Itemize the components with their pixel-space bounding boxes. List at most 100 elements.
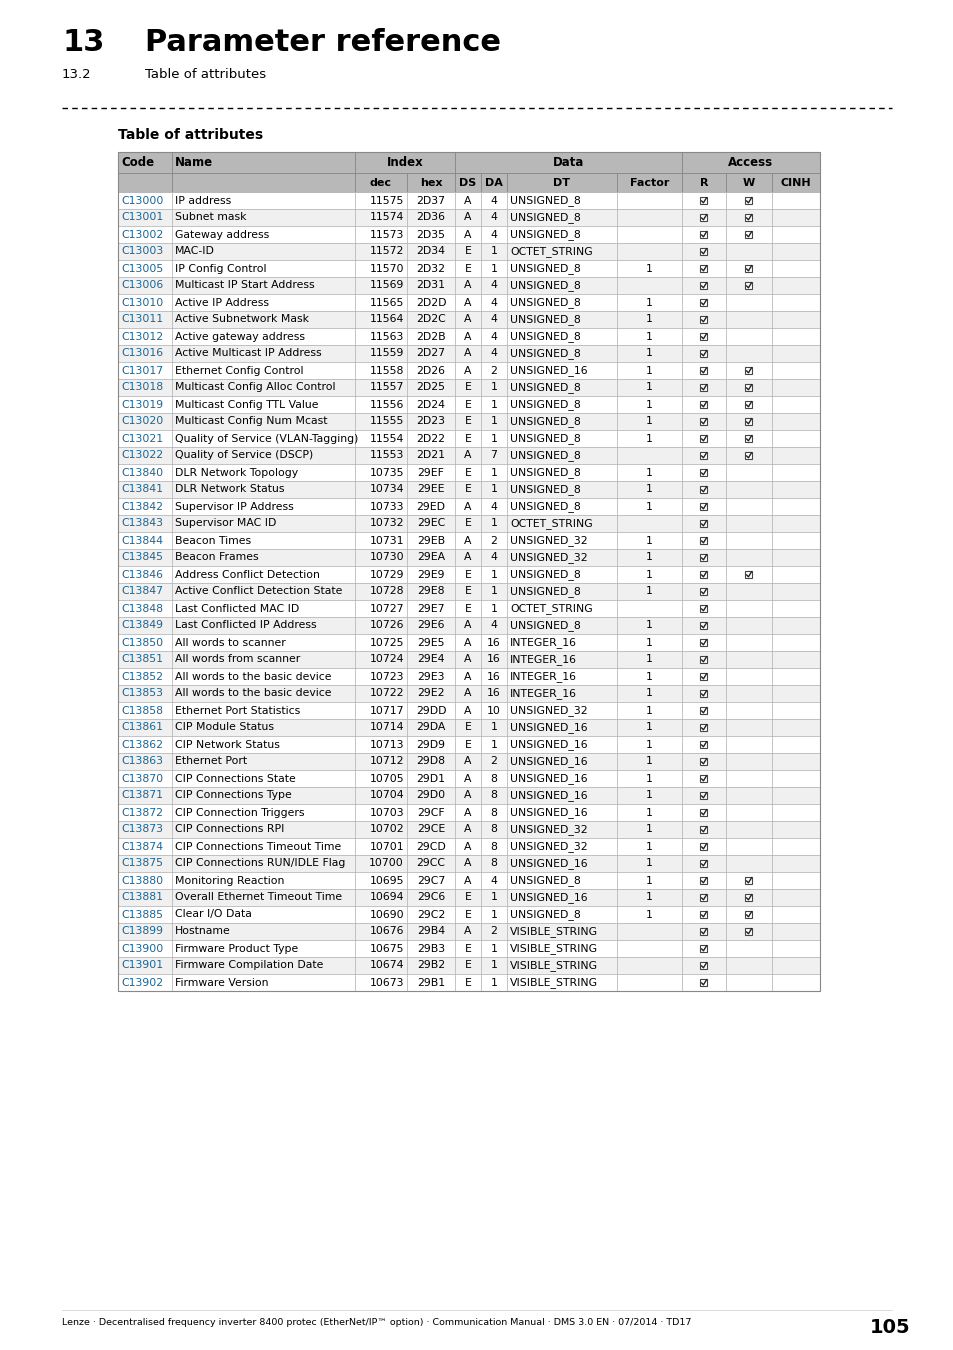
Bar (118, 277, 172, 294)
Bar (480, 957, 506, 973)
Bar (725, 277, 771, 294)
Bar (172, 583, 355, 599)
Bar (506, 599, 617, 617)
Text: 2D2D: 2D2D (416, 297, 446, 308)
Bar (771, 566, 820, 583)
Text: C13899: C13899 (121, 926, 163, 937)
Text: 29ED: 29ED (416, 501, 445, 512)
Bar (455, 294, 480, 310)
Bar (455, 413, 480, 431)
Bar (172, 769, 355, 787)
Bar (118, 549, 172, 566)
Text: INTEGER_16: INTEGER_16 (510, 688, 577, 699)
Bar (681, 617, 725, 634)
Text: Supervisor MAC ID: Supervisor MAC ID (174, 518, 276, 528)
Text: 2D27: 2D27 (416, 348, 445, 359)
Text: A: A (464, 621, 471, 630)
Bar (617, 192, 681, 209)
Bar (355, 890, 407, 906)
Bar (700, 724, 707, 730)
Text: 29CD: 29CD (416, 841, 445, 852)
Bar (407, 684, 455, 702)
Text: C13841: C13841 (121, 485, 163, 494)
Bar (407, 872, 455, 890)
Bar (455, 940, 480, 957)
Bar (455, 583, 480, 599)
Text: UNSIGNED_8: UNSIGNED_8 (510, 467, 580, 478)
Text: Lenze · Decentralised frequency inverter 8400 protec (EtherNet/IP™ option) · Com: Lenze · Decentralised frequency inverter… (62, 1318, 691, 1327)
Bar (700, 367, 707, 374)
Bar (355, 396, 407, 413)
Text: 10: 10 (487, 706, 500, 716)
Text: A: A (464, 671, 471, 682)
Text: 1: 1 (645, 706, 652, 716)
Bar (480, 838, 506, 855)
Text: Ethernet Port Statistics: Ethernet Port Statistics (174, 706, 300, 716)
Bar (172, 310, 355, 328)
Bar (700, 792, 707, 799)
Text: Table of attributes: Table of attributes (118, 128, 263, 142)
Bar (455, 906, 480, 923)
Bar (617, 872, 681, 890)
Text: E: E (464, 467, 471, 478)
Bar (771, 855, 820, 872)
Bar (355, 310, 407, 328)
Bar (118, 973, 172, 991)
Text: Data: Data (552, 157, 583, 169)
Text: UNSIGNED_8: UNSIGNED_8 (510, 450, 580, 460)
Text: 2D22: 2D22 (416, 433, 445, 444)
Text: 2: 2 (490, 536, 497, 545)
Bar (744, 265, 752, 271)
Bar (118, 566, 172, 583)
Text: 2D37: 2D37 (416, 196, 445, 205)
Bar (681, 481, 725, 498)
Text: 11574: 11574 (369, 212, 403, 223)
Bar (681, 872, 725, 890)
Text: DT: DT (553, 177, 570, 188)
Bar (617, 906, 681, 923)
Bar (118, 362, 172, 379)
Text: 1: 1 (490, 467, 497, 478)
Bar (771, 736, 820, 753)
Bar (744, 452, 752, 459)
Bar (355, 261, 407, 277)
Bar (700, 945, 707, 952)
Text: 1: 1 (645, 297, 652, 308)
Bar (744, 894, 752, 900)
Text: A: A (464, 212, 471, 223)
Bar (681, 173, 725, 192)
Bar (506, 549, 617, 566)
Bar (355, 583, 407, 599)
Bar (771, 634, 820, 651)
Bar (771, 923, 820, 940)
Bar (455, 173, 480, 192)
Bar (700, 963, 707, 969)
Text: 16: 16 (487, 655, 500, 664)
Bar (725, 736, 771, 753)
Text: C13875: C13875 (121, 859, 163, 868)
Text: A: A (464, 841, 471, 852)
Text: E: E (464, 433, 471, 444)
Bar (725, 940, 771, 957)
Text: UNSIGNED_16: UNSIGNED_16 (510, 892, 587, 903)
Text: C13846: C13846 (121, 570, 163, 579)
Text: IP Config Control: IP Config Control (174, 263, 266, 274)
Bar (771, 769, 820, 787)
Bar (118, 668, 172, 684)
Bar (681, 634, 725, 651)
Bar (725, 498, 771, 514)
Bar (480, 923, 506, 940)
Bar (118, 379, 172, 396)
Bar (617, 514, 681, 532)
Text: 10724: 10724 (369, 655, 403, 664)
Text: 1: 1 (645, 791, 652, 801)
Text: 1: 1 (490, 263, 497, 274)
Bar (681, 532, 725, 549)
Text: CIP Connections State: CIP Connections State (174, 774, 295, 783)
Text: C13018: C13018 (121, 382, 163, 393)
Bar (455, 787, 480, 805)
Bar (355, 769, 407, 787)
Bar (771, 617, 820, 634)
Bar (506, 923, 617, 940)
Text: All words to the basic device: All words to the basic device (174, 671, 331, 682)
